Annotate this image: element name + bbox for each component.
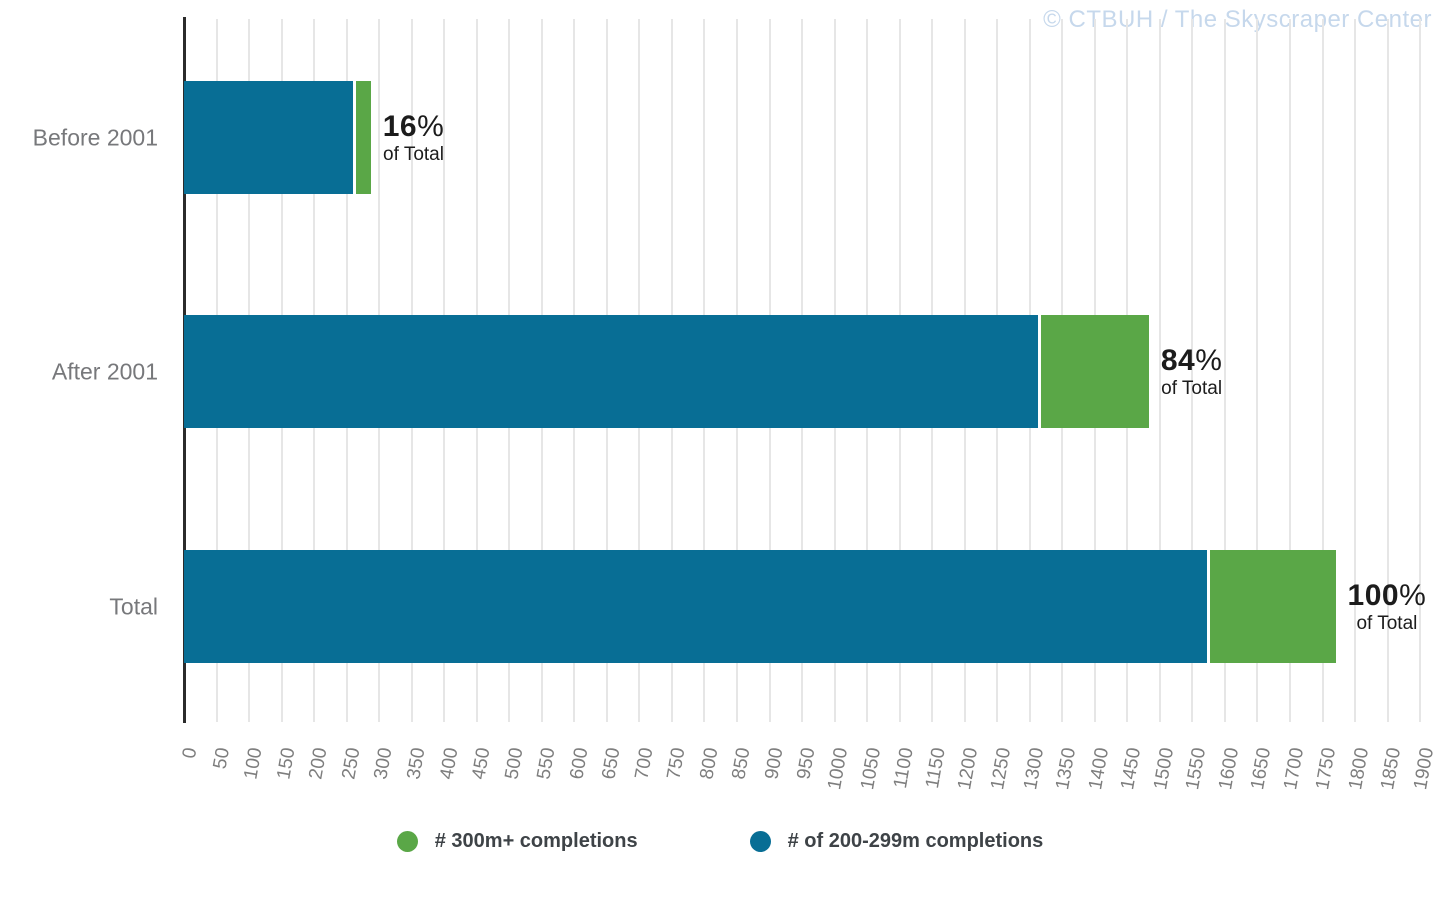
category-label-before-2001: Before 2001 [32,124,158,150]
legend-item-of-200-299m-completions[interactable]: # of 200-299m completions [749,830,1044,853]
legend: # 300m+ completions # of 200-299m complet… [0,830,1440,853]
x-tick-label: 50 [210,746,235,771]
x-tick-label: 350 [403,746,430,781]
gridline [1354,19,1357,722]
bar-segment-200-299m-before-2001[interactable] [184,81,354,194]
x-tick-label: 650 [598,746,625,781]
x-tick-label: 550 [533,746,560,781]
gridline [1321,19,1324,722]
x-tick-label: 250 [338,746,365,781]
x-tick-label: 950 [793,746,820,781]
x-tick-label: 600 [566,746,593,781]
legend-marker-icon [396,831,418,852]
x-tick-label: 1100 [889,746,918,790]
gridline [1419,19,1422,722]
x-tick-label: 850 [728,746,755,781]
x-tick-label: 1750 [1312,746,1341,792]
category-label-after-2001: After 2001 [51,358,158,384]
x-tick-label: 1600 [1214,746,1243,792]
x-tick-label: 1850 [1377,746,1406,792]
x-tick-label: 800 [696,746,723,781]
legend-marker-icon [749,831,771,852]
x-tick-label: 1150 [922,746,951,790]
x-tick-label: 200 [305,746,332,781]
gridline [1158,19,1161,722]
x-tick-label: 500 [500,746,528,781]
x-tick-label: 1900 [1409,746,1438,792]
x-tick-label: 1400 [1084,746,1113,792]
x-tick-label: 0 [179,746,202,761]
x-tick-label: 1700 [1279,746,1308,792]
x-tick-label: 150 [273,746,300,781]
x-tick-label: 1650 [1247,746,1276,792]
x-tick-label: 1200 [954,746,983,792]
x-tick-label: 450 [468,746,495,781]
percent-annotation-before-2001: 16% of Total [382,109,445,165]
x-tick-label: 400 [435,746,463,781]
x-tick-label: 1300 [1019,746,1048,792]
bar-segment-200-299m-total[interactable] [184,550,1208,663]
category-label-total: Total [109,593,158,619]
x-tick-label: 1800 [1344,746,1373,792]
gridline [1191,19,1194,722]
x-tick-label: 1450 [1117,746,1146,792]
gridline [1289,19,1292,722]
legend-label: # of 200-299m completions [787,830,1044,852]
percent-annotation-after-2001: 84% of Total [1160,343,1223,399]
x-tick-label: 1250 [987,746,1016,792]
x-tick-label: 1350 [1052,746,1081,792]
x-tick-label: 1500 [1149,746,1178,792]
gridline [1256,19,1259,722]
gridline [1223,19,1226,722]
x-tick-label: 1550 [1182,746,1211,792]
x-tick-label: 700 [631,746,658,781]
bar-segment-300m-plus-total[interactable] [1210,550,1336,663]
percent-annotation-total: 100% of Total [1347,578,1427,634]
bar-segment-300m-plus-after-2001[interactable] [1041,315,1149,428]
x-tick-label: 1050 [856,746,885,792]
x-tick-label: 900 [761,746,788,781]
bar-segment-200-299m-after-2001[interactable] [184,315,1039,428]
gridline [1386,19,1389,722]
watermark: © CTBUH / The Skyscraper Center [1043,6,1432,33]
x-tick-label: 1000 [824,746,853,792]
x-tick-label: 750 [663,746,690,781]
legend-label: # 300m+ completions [434,830,638,852]
x-tick-label: 100 [240,746,267,781]
x-tick-label: 300 [370,746,398,781]
legend-item-300m-completions[interactable]: # 300m+ completions [396,830,638,853]
bar-segment-300m-plus-before-2001[interactable] [356,81,371,194]
